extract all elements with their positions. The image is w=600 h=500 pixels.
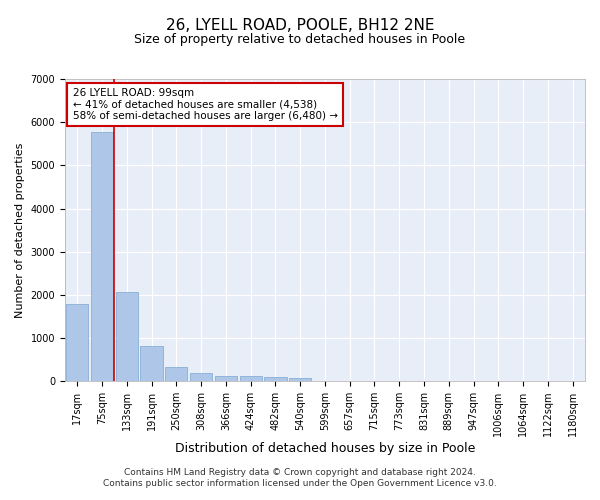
Text: Contains HM Land Registry data © Crown copyright and database right 2024.
Contai: Contains HM Land Registry data © Crown c… [103,468,497,487]
Text: Size of property relative to detached houses in Poole: Size of property relative to detached ho… [134,32,466,46]
Bar [264,377,287,381]
Bar [116,292,138,381]
Bar [190,373,212,381]
Bar [165,366,187,381]
Text: 26 LYELL ROAD: 99sqm
← 41% of detached houses are smaller (4,538)
58% of semi-de: 26 LYELL ROAD: 99sqm ← 41% of detached h… [73,88,338,122]
Bar [140,346,163,381]
Y-axis label: Number of detached properties: Number of detached properties [15,142,25,318]
Bar [289,378,311,381]
Bar [66,304,88,381]
Bar [239,376,262,381]
Text: 26, LYELL ROAD, POOLE, BH12 2NE: 26, LYELL ROAD, POOLE, BH12 2NE [166,18,434,32]
Bar [91,132,113,381]
X-axis label: Distribution of detached houses by size in Poole: Distribution of detached houses by size … [175,442,475,455]
Bar [215,376,237,381]
